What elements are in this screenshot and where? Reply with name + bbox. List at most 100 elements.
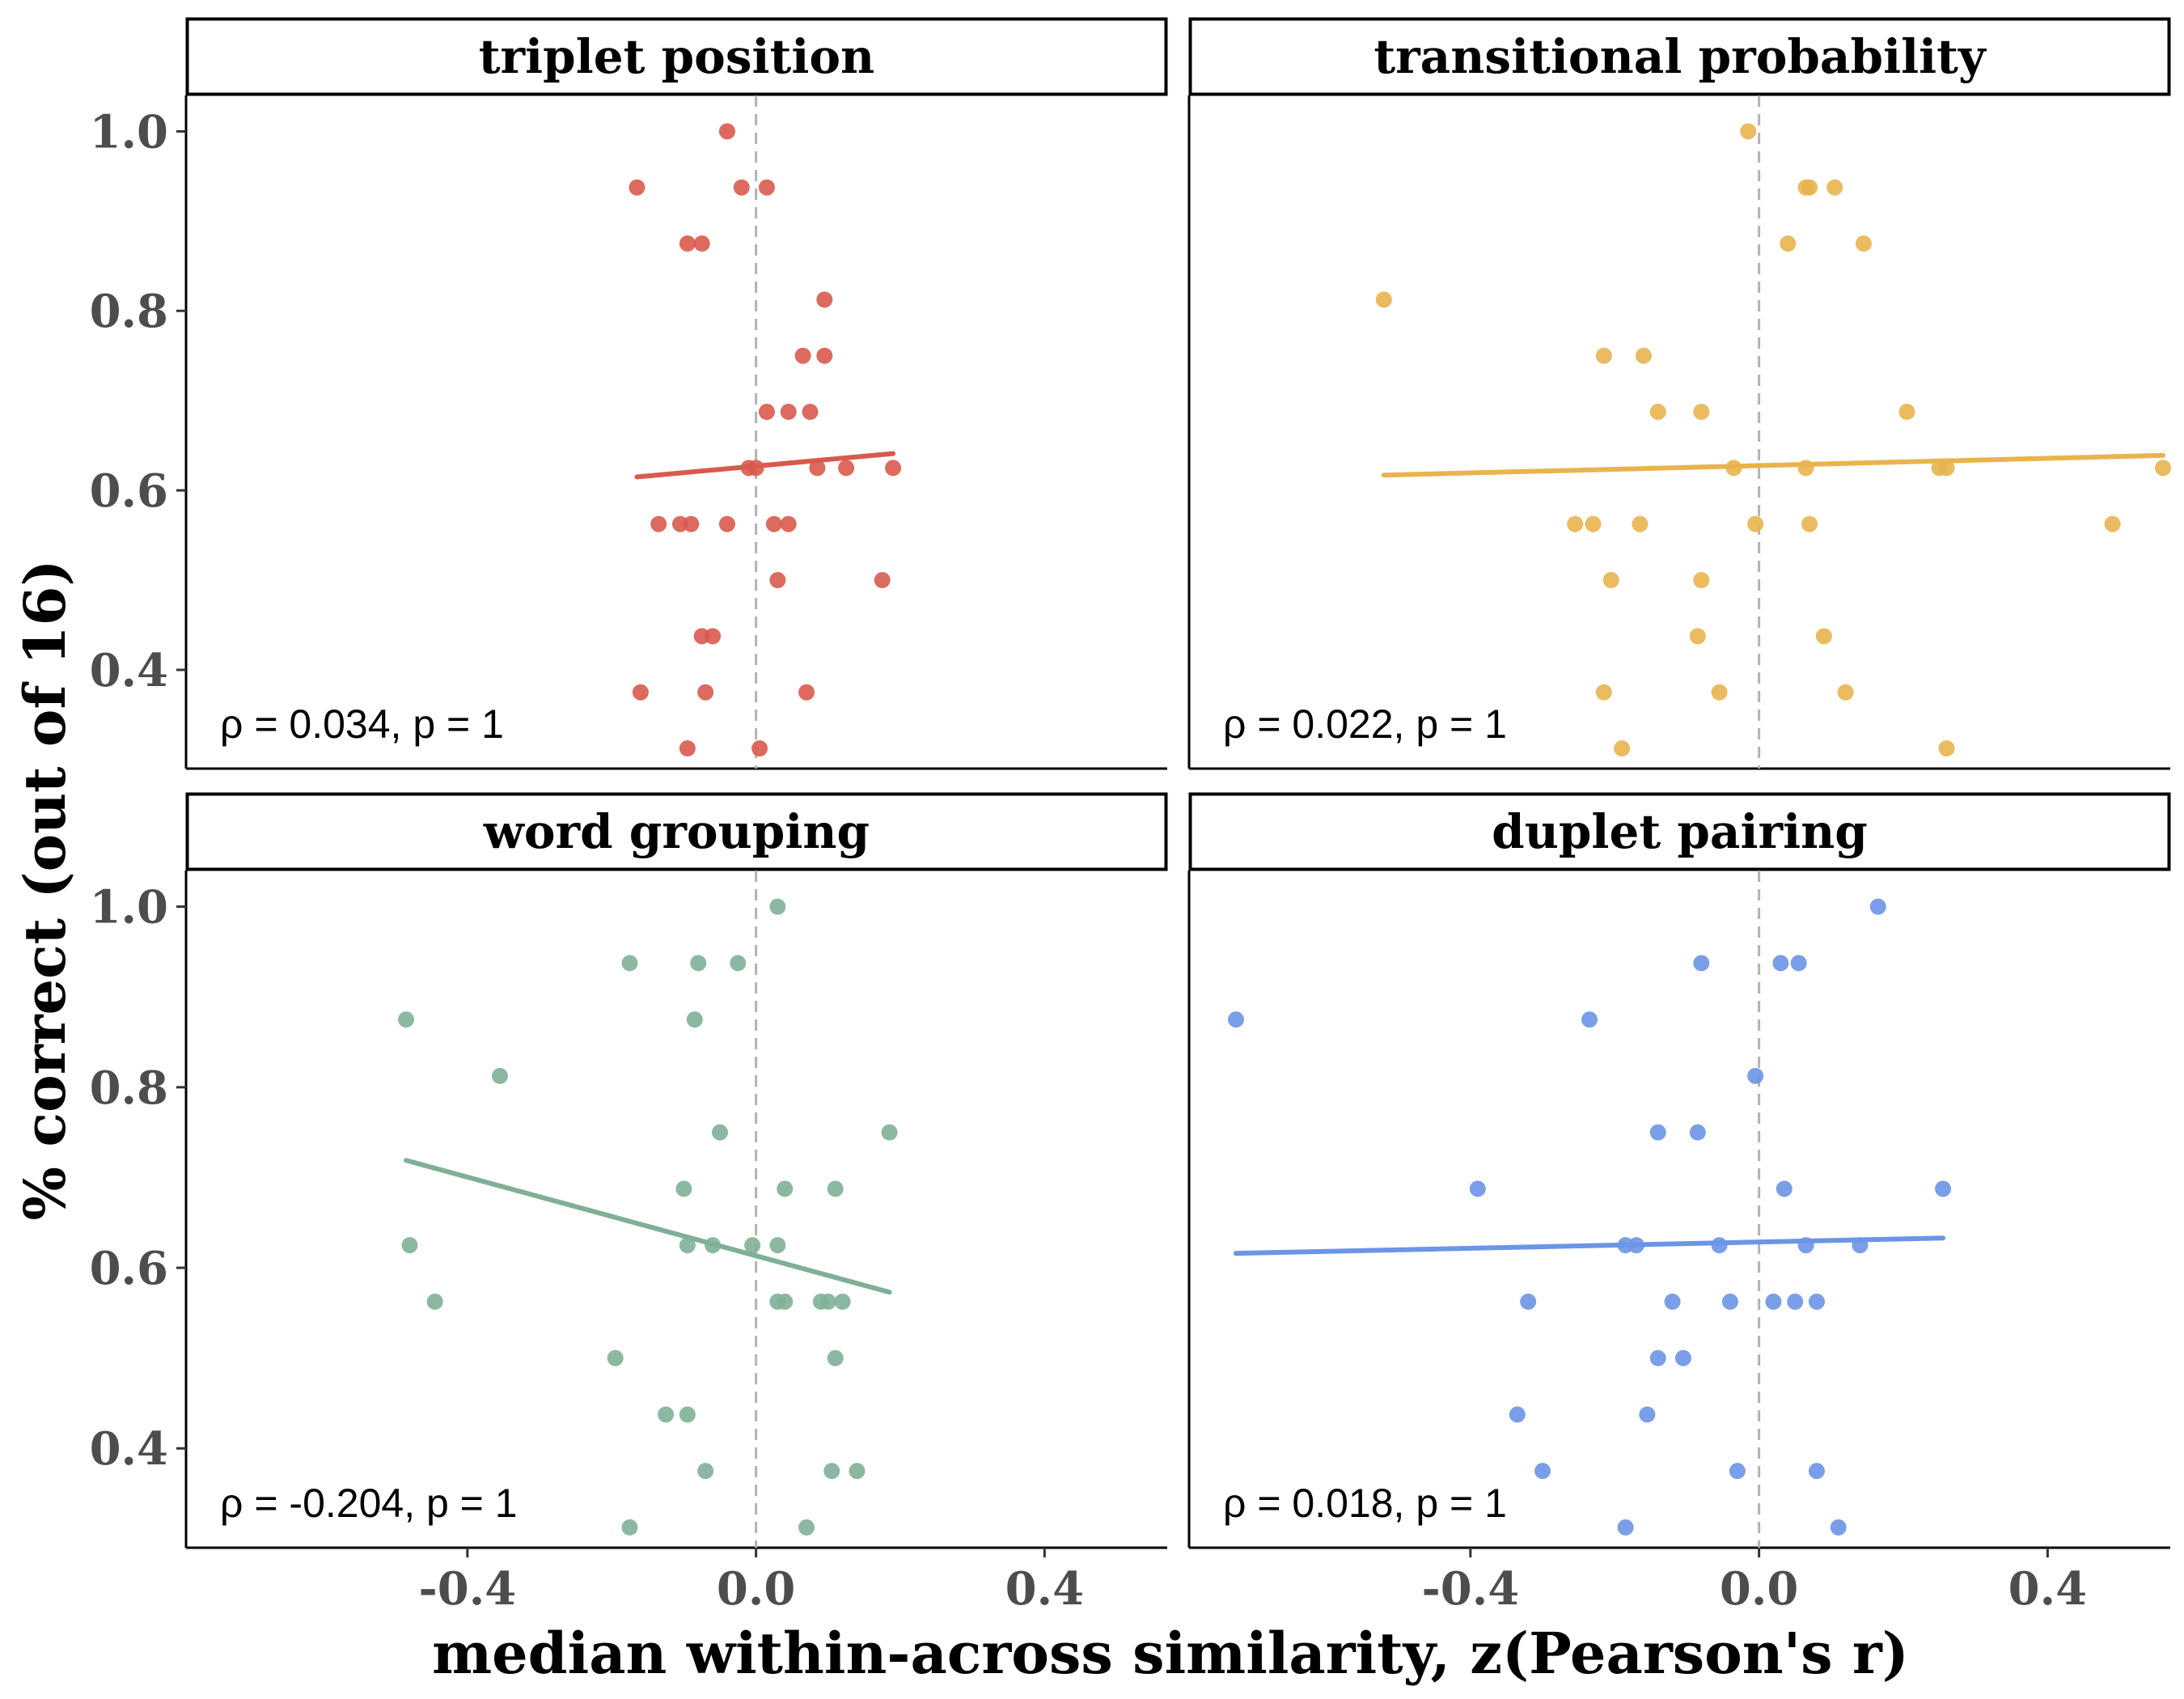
data-point xyxy=(802,404,819,421)
data-point xyxy=(1711,684,1728,701)
data-point xyxy=(1815,628,1832,645)
data-point xyxy=(1808,1463,1825,1480)
data-point xyxy=(823,1463,840,1480)
data-point xyxy=(1567,515,1584,532)
y-tick-label: 1.0 xyxy=(90,105,168,159)
data-point xyxy=(1693,955,1710,972)
data-point xyxy=(819,1293,836,1310)
data-point xyxy=(1649,1124,1666,1141)
data-point xyxy=(697,684,714,701)
data-point xyxy=(679,740,696,757)
data-point xyxy=(1808,1293,1825,1310)
data-point xyxy=(1837,684,1854,701)
y-tick-label: 0.4 xyxy=(90,1422,168,1476)
regression-line xyxy=(404,1158,892,1295)
data-point xyxy=(1674,1349,1691,1366)
data-point xyxy=(658,1406,675,1423)
data-point xyxy=(1664,1293,1681,1310)
data-point xyxy=(426,1293,443,1310)
regression-line xyxy=(634,451,896,480)
data-point xyxy=(769,1237,786,1254)
y-tick-label: 0.6 xyxy=(90,1242,168,1295)
data-point xyxy=(712,1124,729,1141)
data-point xyxy=(1790,955,1807,972)
data-point xyxy=(1747,515,1764,532)
panel-strip xyxy=(185,792,1168,871)
data-point xyxy=(849,1463,866,1480)
data-point xyxy=(675,1180,692,1197)
y-tick-label: 0.8 xyxy=(90,285,168,338)
panel-title: duplet pairing xyxy=(1492,804,1868,859)
data-point xyxy=(1776,1180,1792,1197)
data-point xyxy=(2155,460,2172,477)
data-point xyxy=(834,1293,851,1310)
data-point xyxy=(827,1349,844,1366)
data-point xyxy=(697,1463,714,1480)
data-point xyxy=(1780,235,1797,252)
data-point xyxy=(780,515,797,532)
data-point xyxy=(1689,628,1706,645)
data-point xyxy=(1801,179,1818,196)
data-point xyxy=(632,684,649,701)
data-point xyxy=(1649,1349,1666,1366)
data-point xyxy=(758,404,775,421)
data-point xyxy=(1614,740,1631,757)
data-point xyxy=(1689,1124,1706,1141)
panel-title: triplet position xyxy=(479,29,874,84)
data-point xyxy=(777,1293,794,1310)
data-point xyxy=(1693,404,1710,421)
data-point xyxy=(1855,235,1872,252)
data-point xyxy=(881,1124,898,1141)
correlation-annotation: ρ = 0.022, p = 1 xyxy=(1223,701,1507,747)
data-point xyxy=(693,235,710,252)
data-point xyxy=(1602,572,1619,589)
data-point xyxy=(1869,898,1886,915)
data-point xyxy=(607,1349,624,1366)
data-point xyxy=(1639,1406,1656,1423)
data-point xyxy=(885,460,902,477)
data-point xyxy=(751,740,768,757)
data-point xyxy=(1534,1463,1551,1480)
data-point xyxy=(1740,123,1757,140)
y-tick-label: 1.0 xyxy=(90,881,168,934)
data-point xyxy=(2104,515,2121,532)
data-point xyxy=(780,404,797,421)
correlation-annotation: ρ = 0.034, p = 1 xyxy=(220,701,504,747)
data-point xyxy=(1898,404,1915,421)
data-point xyxy=(733,179,750,196)
data-point xyxy=(744,1237,761,1254)
data-point xyxy=(1787,1293,1804,1310)
x-tick-label: 0.0 xyxy=(1720,1562,1798,1616)
data-point xyxy=(1747,1067,1764,1084)
data-point xyxy=(718,123,735,140)
x-axis-title: median within-across similarity, z(Pears… xyxy=(432,1620,1909,1687)
y-tick-label: 0.8 xyxy=(90,1061,168,1115)
data-point xyxy=(491,1067,508,1084)
panel-strip xyxy=(1188,792,2171,871)
panel-2: word grouping 0.4 0.6 0.8 1.0 -0.4 0.0 0.4 ρ = -… xyxy=(90,792,1168,1616)
data-point xyxy=(718,515,735,532)
panel-strip xyxy=(185,17,1168,96)
data-point xyxy=(1801,515,1818,532)
data-point xyxy=(629,179,645,196)
data-point xyxy=(794,347,811,364)
data-point xyxy=(1227,1011,1244,1028)
panel-0: triplet position 0.4 0.6 0.8 1.0 ρ = 0.034, p… xyxy=(90,17,1168,770)
data-point xyxy=(1520,1293,1537,1310)
data-point xyxy=(1693,572,1710,589)
data-point xyxy=(1649,404,1666,421)
data-point xyxy=(398,1011,415,1028)
data-point xyxy=(1765,1293,1782,1310)
data-point xyxy=(1826,179,1843,196)
data-point xyxy=(798,1519,815,1536)
data-point xyxy=(679,235,696,252)
x-tick-label: 0.4 xyxy=(2008,1562,2087,1616)
panel-strip xyxy=(1188,17,2171,96)
y-tick-label: 0.4 xyxy=(90,644,168,697)
data-point xyxy=(690,955,707,972)
x-tick-label: -0.4 xyxy=(1422,1562,1520,1616)
data-point xyxy=(1509,1406,1526,1423)
regression-line xyxy=(1381,452,2166,478)
y-axis-title: % correct (out of 16) xyxy=(11,560,78,1221)
